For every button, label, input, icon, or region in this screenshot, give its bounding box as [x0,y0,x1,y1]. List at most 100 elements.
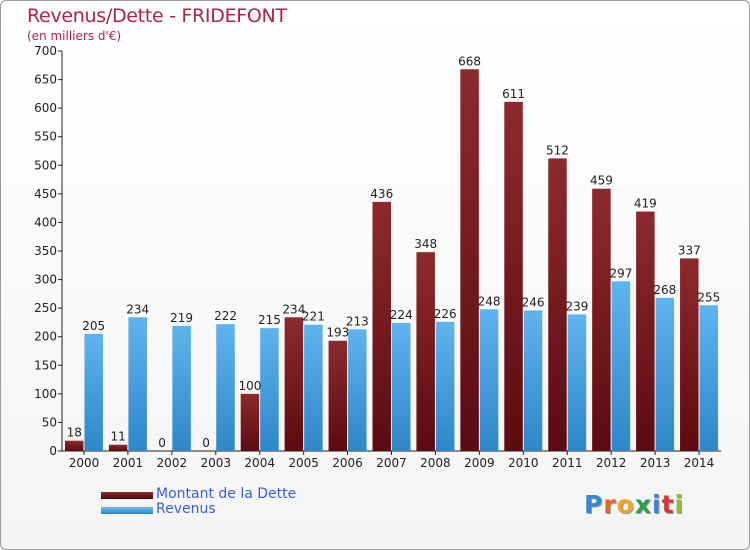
logo-letter: o [616,490,635,519]
data-label: 297 [609,266,632,280]
chart-subtitle: (en milliers d'€) [27,29,122,43]
x-tick-label: 2011 [552,456,583,470]
dette-bar [680,258,699,451]
x-tick-label: 2012 [596,456,627,470]
x-tick-label: 2003 [200,456,231,470]
x-tick-label: 2001 [113,456,144,470]
x-tick-label: 2005 [288,456,319,470]
x-tick-label: 2004 [244,456,275,470]
revenus-bar [655,297,675,451]
legend-swatch-dette [101,492,153,499]
revenus-bar [392,323,411,451]
data-label: 100 [238,379,261,393]
data-label: 193 [326,326,349,340]
revenus-bar [260,328,279,451]
data-label: 459 [590,174,613,188]
data-label: 226 [434,307,457,321]
x-tick-label: 2000 [69,456,100,470]
data-label: 224 [390,308,413,322]
proxiti-logo: Proxiti [584,490,684,519]
data-label: 0 [202,436,210,450]
data-label: 221 [302,310,325,324]
data-label: 255 [697,290,720,304]
logo-letter: r [603,490,617,519]
data-label: 234 [126,302,149,316]
data-label: 234 [282,302,305,316]
dette-bar [416,252,435,451]
x-tick-label: 2006 [332,456,363,470]
y-tick-label: 500 [34,158,57,172]
dette-bar [592,188,611,451]
data-label: 246 [522,295,545,309]
dette-bar [372,201,391,451]
dette-bar [108,444,128,451]
revenus-bar [435,321,455,451]
data-label: 222 [214,309,237,323]
legend-label-revenus: Revenus [156,501,216,517]
data-label: 668 [458,54,481,68]
logo-letter: P [584,490,604,519]
legend-label-dette: Montant de la Dette [156,486,297,502]
revenus-bar [84,333,103,451]
x-tick-label: 2014 [684,456,715,470]
data-label: 213 [346,314,369,328]
revenus-bar [523,310,543,451]
legend-swatch-revenus [101,507,153,514]
y-tick-label: 50 [42,415,57,429]
logo-letter: x [634,490,652,519]
data-label: 348 [414,237,437,251]
revenus-bar [304,324,323,451]
data-label: 268 [653,283,676,297]
dette-bar [460,69,479,452]
dette-bar [636,211,655,451]
y-tick-label: 150 [34,358,57,372]
y-tick-label: 300 [34,273,57,287]
revenus-bar [611,281,631,451]
x-tick-label: 2010 [508,456,539,470]
dette-bar [240,393,260,451]
data-label: 11 [111,430,126,444]
revenus-bar [567,314,587,451]
data-label: 0 [158,436,166,450]
dette-bar [284,317,304,451]
y-tick-label: 550 [34,130,57,144]
revenus-bar [128,317,147,451]
data-label: 205 [82,319,105,333]
revenus-bar [479,309,499,451]
data-label: 239 [566,299,589,313]
x-tick-label: 2002 [157,456,188,470]
y-tick-label: 700 [34,44,57,58]
logo-letter: i [674,490,685,519]
data-label: 337 [678,243,701,257]
dette-bar [328,340,348,451]
y-tick-label: 350 [34,244,57,258]
data-label: 611 [502,87,525,101]
x-tick-label: 2008 [420,456,451,470]
dette-bar [504,101,523,451]
x-tick-label: 2009 [464,456,495,470]
data-label: 18 [67,426,82,440]
y-tick-label: 0 [49,444,57,458]
revenus-bar [172,325,191,451]
dette-bar [548,158,567,451]
dette-bar [64,440,84,451]
data-label: 215 [258,313,281,327]
x-tick-label: 2013 [640,456,671,470]
logo-letter: t [661,490,675,519]
x-tick-label: 2007 [376,456,407,470]
revenus-bar [699,305,719,451]
logo-letter: i [652,490,662,519]
chart-title: Revenus/Dette - FRIDEFONT [27,5,287,27]
y-tick-label: 600 [34,101,57,115]
y-tick-label: 650 [34,73,57,87]
data-label: 248 [478,294,501,308]
revenus-bar [216,324,235,451]
y-tick-label: 100 [34,387,57,401]
y-tick-label: 250 [34,301,57,315]
y-tick-label: 450 [34,187,57,201]
data-label: 512 [546,143,569,157]
y-tick-label: 400 [34,215,57,229]
y-tick-label: 200 [34,330,57,344]
